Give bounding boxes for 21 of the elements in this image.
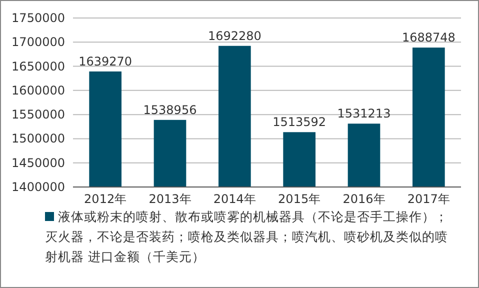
y-tick-label: 1500000 (12, 132, 65, 146)
data-label: 1538956 (143, 102, 197, 117)
data-label: 1639270 (78, 54, 132, 68)
x-tick-label: 2014年 (213, 192, 256, 206)
y-tick-label: 1750000 (12, 11, 65, 25)
x-tick-label: 2013年 (148, 192, 192, 206)
data-label: 1531213 (337, 106, 391, 121)
x-tick-label: 2015年 (278, 192, 321, 206)
y-tick-label: 1650000 (12, 59, 65, 74)
legend-label: 液体或粉末的喷射、散布或喷雾的机械器具（不论是否手工操作）；灭火器，不论是否装药；喷枪及类似器具；喷汽机、喷砂机及类似的喷射机器 进口金额（千美元） (45, 209, 448, 264)
data-label: 1513592 (272, 115, 326, 130)
data-label: 1692280 (208, 28, 262, 43)
y-tick-label: 1600000 (12, 83, 65, 98)
y-tick-label: 1550000 (12, 108, 65, 122)
x-tick-label: 2012年 (84, 192, 127, 206)
x-tick-label: 2017年 (407, 192, 450, 206)
x-tick-label: 2016年 (342, 192, 386, 206)
y-tick-label: 1700000 (12, 35, 65, 50)
y-tick-label: 1450000 (12, 156, 65, 170)
data-label: 1688748 (402, 30, 456, 45)
y-tick-label: 1400000 (12, 180, 65, 194)
